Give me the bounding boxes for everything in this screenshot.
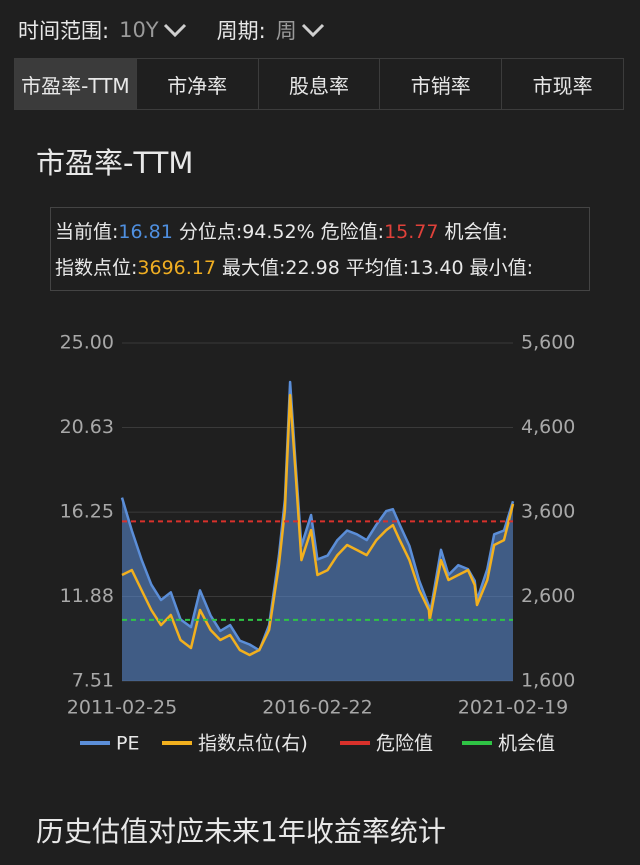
stat-label: 机会值: bbox=[444, 221, 508, 243]
chevron-icon bbox=[301, 23, 324, 38]
y-tick-label: 16.25 bbox=[60, 501, 114, 523]
stat-label: 指数点位: bbox=[55, 257, 138, 279]
filter-value: 10Y bbox=[119, 18, 159, 42]
stat-label: 最大值: bbox=[221, 257, 286, 279]
section-title: 市盈率-TTM bbox=[36, 146, 194, 180]
filter-bar: 时间范围: 10Y 周期: 周 bbox=[18, 12, 355, 48]
legend-label: PE bbox=[116, 733, 139, 755]
stat-item: 分位点:94.52% bbox=[179, 221, 315, 243]
y2-tick-label: 5,600 bbox=[521, 332, 575, 354]
y2-tick-label: 3,600 bbox=[521, 501, 575, 523]
y2-tick-label: 4,600 bbox=[521, 416, 575, 438]
area bbox=[122, 382, 513, 681]
stat-item: 最小值: bbox=[470, 257, 533, 279]
stat-value: 3696.17 bbox=[137, 257, 216, 279]
stat-value: 13.40 bbox=[409, 257, 464, 279]
line bbox=[120, 380, 515, 652]
filter-label: 时间范围: bbox=[18, 19, 110, 43]
stats-row: 当前值:16.81 分位点:94.52% 危险值:15.77 机会值: bbox=[55, 214, 589, 250]
stat-item: 指数点位:3696.17 bbox=[55, 257, 216, 279]
tab[interactable]: 市净率 bbox=[137, 59, 259, 109]
y2-tick-label: 2,600 bbox=[521, 585, 575, 607]
filter-value: 周 bbox=[275, 19, 297, 43]
chevron-icon bbox=[163, 23, 186, 38]
x-tick-label: 2011-02-25 bbox=[67, 697, 177, 719]
stat-item: 最大值:22.98 bbox=[222, 257, 340, 279]
stat-label: 最小值: bbox=[469, 257, 534, 279]
y-tick-label: 7.51 bbox=[72, 670, 114, 692]
stat-label: 分位点: bbox=[178, 221, 243, 243]
tab[interactable]: 市现率 bbox=[532, 73, 593, 98]
chevron bbox=[301, 23, 324, 38]
stat-item: 危险值:15.77 bbox=[321, 221, 439, 243]
filter-dropdown[interactable]: 10Y bbox=[119, 18, 187, 42]
x-tick-label: 2016-02-22 bbox=[262, 697, 372, 719]
chart: 7.51 11.88 16.25 20.63 25.00 1,600 2,600 3,600 4… bbox=[60, 332, 576, 755]
stats-box: 当前值:16.81 分位点:94.52% 危险值:15.77 机会值: 指数点位:369… bbox=[50, 207, 590, 291]
filter-dropdown[interactable]: 周 bbox=[276, 15, 325, 45]
legend-label: 指数点位(右) bbox=[198, 733, 308, 755]
stat-value: 15.77 bbox=[384, 221, 439, 243]
filter-label: 周期: bbox=[216, 19, 266, 43]
stat-value: 22.98 bbox=[285, 257, 340, 279]
tab[interactable]: 股息率 bbox=[259, 59, 381, 109]
legend-label: 机会值 bbox=[498, 733, 555, 755]
y-tick-label: 25.00 bbox=[60, 332, 114, 354]
stat-item: 平均值:13.40 bbox=[346, 257, 464, 279]
footer-title: 历史估值对应未来1年收益率统计 bbox=[36, 815, 446, 848]
legend-label: 危险值 bbox=[376, 733, 433, 755]
y-tick-label: 11.88 bbox=[60, 585, 114, 607]
stat-item: 当前值:16.81 bbox=[55, 221, 173, 243]
x-tick-label: 2021-02-19 bbox=[458, 697, 568, 719]
stat-label: 当前值: bbox=[55, 221, 119, 243]
stat-label: 危险值: bbox=[320, 221, 385, 243]
y2-tick-label: 1,600 bbox=[521, 670, 575, 692]
tab[interactable]: 市销率 bbox=[380, 59, 503, 109]
tab[interactable]: 市盈率-TTM bbox=[15, 59, 137, 109]
stat-item: 机会值: bbox=[444, 221, 507, 243]
line bbox=[121, 393, 515, 657]
stat-label: 平均值: bbox=[345, 257, 410, 279]
y-tick-label: 20.63 bbox=[60, 416, 114, 438]
tab-bar: 市盈率-TTM 市净率 股息率 市销率 市现率 bbox=[14, 58, 624, 110]
chevron bbox=[163, 23, 186, 38]
stats-row: 指数点位:3696.17 最大值:22.98 平均值:13.40 最小值: bbox=[55, 250, 589, 286]
stat-value: 94.52% bbox=[242, 221, 315, 243]
stat-value: 16.81 bbox=[118, 221, 173, 243]
